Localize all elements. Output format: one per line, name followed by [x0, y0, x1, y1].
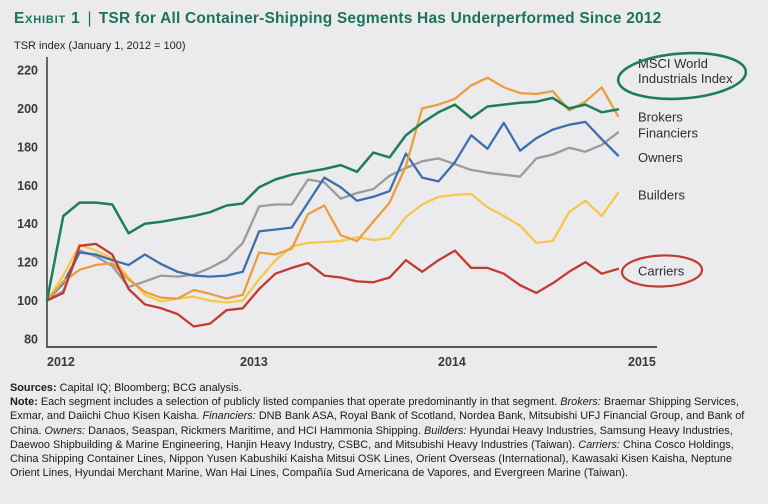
- legend-label-financiers: Financiers: [638, 126, 698, 141]
- series-line-msci: [45, 96, 620, 302]
- y-tick-label: 200: [17, 102, 38, 116]
- legend-label-msci: MSCI World Industrials Index: [638, 56, 733, 86]
- x-tick-label-2014: 2014: [438, 355, 466, 369]
- x-tick-label-2012: 2012: [47, 355, 75, 369]
- x-tick-label-2013: 2013: [240, 355, 268, 369]
- y-tick-label: 100: [17, 294, 38, 308]
- exhibit-header: Exhibit 1 | TSR for All Container-Shipping…: [14, 10, 758, 28]
- y-tick-label: 220: [17, 64, 38, 78]
- footnote-block: Sources: Capital IQ; Bloomberg; BCG anal…: [10, 381, 752, 480]
- page-title: TSR for All Container-Shipping Segments …: [98, 10, 662, 27]
- annotation-ellipse-msci: [616, 51, 748, 101]
- y-tick-label: 180: [17, 140, 38, 154]
- legend-label-owners: Owners: [638, 150, 683, 165]
- series-line-owners: [45, 120, 620, 302]
- y-tick-label: 140: [17, 217, 38, 231]
- x-tick-label-2015: 2015: [628, 355, 656, 369]
- y-tick-label: 80: [24, 333, 38, 347]
- tsr-line-chart: 220 200 180 160 140 120 100 80 2012 2013 2014 2015 F…: [17, 51, 748, 369]
- footnote-sources: Sources: Capital IQ; Bloomberg; BCG anal…: [10, 382, 242, 394]
- footnote-note: Note: Each segment includes a selection …: [10, 396, 745, 480]
- series-line-builders: [45, 191, 620, 304]
- legend-label-builders: Builders: [638, 188, 685, 203]
- series-line-financiers: [45, 131, 620, 302]
- title-separator: |: [87, 10, 92, 27]
- legend-label-brokers: Brokers: [638, 110, 683, 125]
- series-line-brokers: [45, 76, 620, 302]
- annotation-ellipse-carriers: [620, 254, 704, 288]
- y-tick-label: 120: [17, 256, 38, 270]
- y-tick-label: 160: [17, 179, 38, 193]
- legend-label-carriers: Carriers: [638, 264, 685, 279]
- exhibit-number: Exhibit 1: [14, 10, 81, 27]
- series-line-carriers: [45, 242, 620, 328]
- axis-unit-label: TSR index (January 1, 2012 = 100): [14, 40, 186, 52]
